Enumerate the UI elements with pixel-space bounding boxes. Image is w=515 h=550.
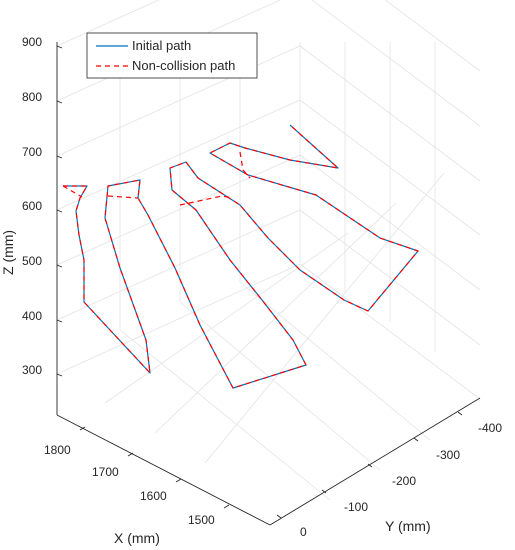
axes-lines [56, 42, 481, 526]
grid-line [56, 0, 160, 47]
grid-line [204, 172, 445, 464]
x-tick-label: 1800 [44, 443, 71, 457]
z-tick-label: 300 [22, 363, 42, 377]
z-axis-title: Z (mm) [0, 230, 16, 275]
grid-line [56, 209, 301, 321]
z-tick-label: 800 [22, 90, 42, 104]
series-non-collision-detour [239, 151, 251, 179]
x-tick [223, 504, 230, 509]
x-tick-label: 1500 [188, 513, 215, 527]
z-tick-label: 400 [22, 309, 42, 323]
series-non-collision-detour [107, 195, 139, 199]
series-non-collision-path [63, 124, 419, 389]
y-tick-label: -100 [344, 500, 368, 514]
z-tick-label: 600 [22, 199, 42, 213]
y-tick-labels: 0 -100 -200 -300 -400 [300, 421, 502, 539]
x-tick-label: 1600 [140, 489, 167, 503]
y-tick-label: 0 [300, 525, 307, 539]
z-tick-labels: 900 800 700 600 500 400 300 [22, 35, 42, 377]
grid-line [299, 263, 481, 400]
z-tick [56, 319, 63, 323]
series-group [62, 124, 419, 389]
grid-line [384, 0, 481, 72]
y-tick [276, 514, 282, 519]
y-axis-line [269, 397, 481, 526]
y-tick-label: -300 [436, 448, 460, 462]
z-tick-label: 900 [22, 35, 42, 49]
z-tick [56, 373, 63, 377]
y-axis-title: Y (mm) [385, 518, 431, 534]
x-tick-label: 1700 [92, 465, 119, 479]
z-tick-label: 500 [22, 254, 42, 268]
z-tick-label: 700 [22, 145, 42, 159]
y-tick [413, 437, 419, 442]
z-tick [56, 45, 63, 49]
z-tick [56, 264, 63, 268]
grid-line [56, 154, 301, 266]
grid-line [56, 263, 301, 375]
grid-line [56, 45, 301, 157]
legend-label-initial-path: Initial path [132, 38, 191, 53]
z-tick [56, 155, 63, 159]
z-tick [56, 209, 63, 213]
y-tick [367, 463, 373, 468]
y-tick [457, 411, 463, 416]
x-tick [79, 426, 86, 431]
legend: Initial path Non-collision path [86, 32, 258, 79]
grid-line [56, 99, 301, 211]
series-non-collision-detour [179, 195, 233, 206]
legend-label-non-collision-path: Non-collision path [132, 58, 235, 73]
x-tick-labels: 1800 1700 1600 1500 [44, 443, 215, 527]
y-tick-label: -400 [478, 421, 502, 435]
x-axis-title: X (mm) [114, 530, 160, 546]
y-tick-label: -200 [392, 474, 416, 488]
x-tick [127, 452, 134, 457]
legend-box [86, 32, 258, 79]
x-tick [175, 478, 182, 483]
grid-line [179, 301, 381, 471]
grid-line [119, 329, 331, 501]
grid-line [104, 232, 349, 404]
grid-line [239, 281, 431, 441]
x-axis-line [56, 414, 271, 526]
series-non-collision-detour [62, 185, 83, 198]
z-tick [56, 100, 63, 104]
y-tick [321, 489, 327, 494]
